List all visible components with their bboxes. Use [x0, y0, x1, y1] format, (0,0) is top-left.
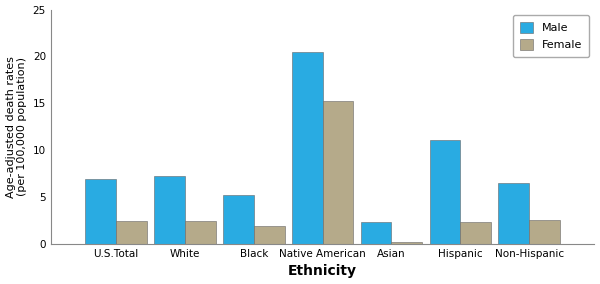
Legend: Male, Female: Male, Female — [513, 15, 589, 57]
Bar — [499, 183, 529, 244]
Bar — [154, 176, 185, 244]
Bar — [323, 101, 353, 244]
Bar — [292, 52, 323, 244]
X-axis label: Ethnicity: Ethnicity — [288, 264, 357, 278]
Bar — [85, 179, 116, 244]
Bar — [185, 221, 215, 244]
Bar — [430, 140, 460, 244]
Bar — [361, 222, 391, 244]
Bar — [460, 222, 491, 244]
Bar — [223, 195, 254, 244]
Bar — [116, 221, 147, 244]
Bar — [254, 226, 284, 244]
Y-axis label: Age-adjusted death rates
(per 100,000 population): Age-adjusted death rates (per 100,000 po… — [5, 56, 27, 198]
Bar — [391, 242, 422, 244]
Bar — [529, 220, 560, 244]
